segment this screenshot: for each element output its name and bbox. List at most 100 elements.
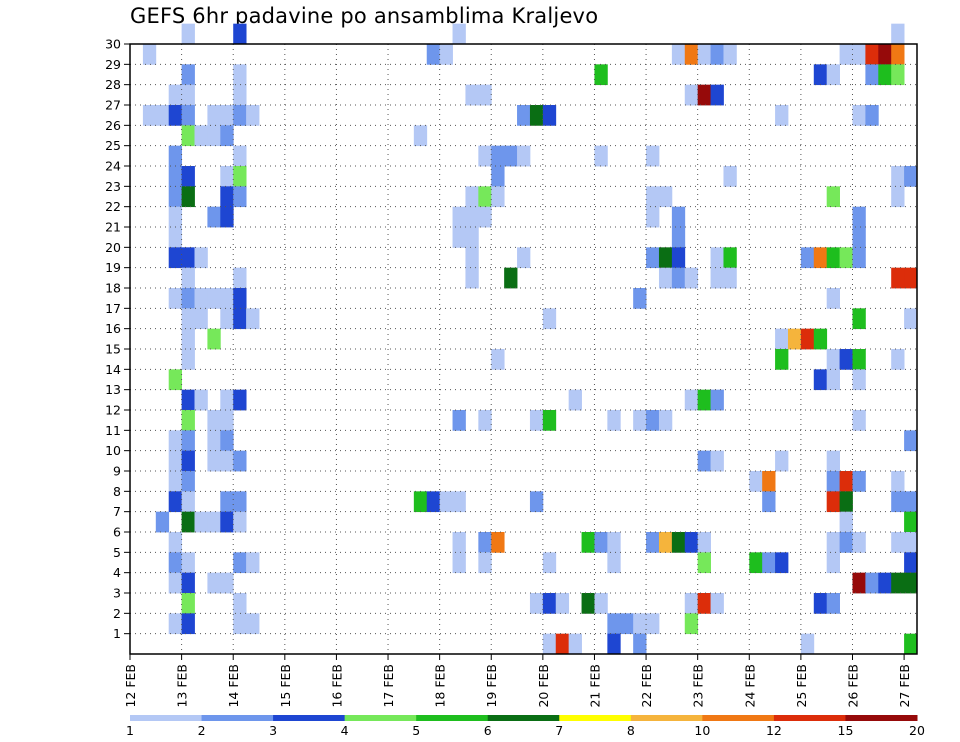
heatmap-cell bbox=[710, 593, 724, 614]
y-tick-label: 8 bbox=[113, 484, 121, 499]
heatmap-cell bbox=[878, 44, 892, 65]
heatmap-cell bbox=[697, 593, 711, 614]
y-tick-label: 18 bbox=[105, 281, 121, 296]
heatmap-cell bbox=[529, 105, 544, 126]
heatmap-cell bbox=[697, 532, 711, 553]
heatmap-cell bbox=[658, 532, 673, 553]
y-tick-label: 30 bbox=[105, 37, 121, 52]
heatmap-cell bbox=[246, 552, 260, 574]
heatmap-cell bbox=[426, 44, 441, 65]
heatmap-cell bbox=[220, 125, 234, 147]
heatmap-cell bbox=[607, 613, 621, 635]
colorbar-swatch bbox=[773, 715, 846, 721]
y-tick-label: 13 bbox=[105, 382, 121, 397]
heatmap-cell bbox=[697, 450, 711, 472]
heatmap-cell bbox=[529, 410, 544, 431]
heatmap-cell bbox=[646, 145, 660, 167]
heatmap-cell bbox=[220, 572, 234, 594]
heatmap-cell bbox=[207, 125, 221, 147]
heatmap-cell bbox=[542, 308, 557, 330]
heatmap-cell bbox=[646, 247, 660, 269]
heatmap-cell bbox=[813, 247, 828, 269]
heatmap-cell bbox=[465, 186, 479, 208]
heatmap-cell bbox=[646, 206, 660, 228]
heatmap-cell bbox=[723, 44, 737, 65]
heatmap-cell bbox=[181, 288, 195, 309]
heatmap-cell bbox=[826, 491, 840, 513]
y-tick-label: 16 bbox=[105, 321, 121, 336]
heatmap-cell bbox=[800, 328, 815, 350]
heatmap-cell bbox=[723, 166, 737, 187]
heatmap-cell bbox=[168, 288, 183, 309]
heatmap-cell bbox=[220, 105, 234, 126]
heatmap-cell bbox=[233, 84, 247, 106]
heatmap-cell bbox=[852, 227, 866, 248]
heatmap-cell bbox=[233, 450, 247, 472]
heatmap-cell bbox=[168, 471, 183, 492]
heatmap-cell bbox=[633, 613, 647, 635]
colorbar-label: 5 bbox=[412, 723, 420, 738]
heatmap-cell bbox=[646, 186, 660, 208]
heatmap-cell bbox=[852, 471, 866, 492]
heatmap-cell bbox=[181, 84, 195, 106]
heatmap-cell bbox=[852, 369, 866, 391]
heatmap-cell bbox=[710, 44, 724, 65]
x-tick-label: 14 FEB bbox=[226, 664, 241, 708]
heatmap-cell bbox=[220, 186, 234, 208]
colorbar-label: 8 bbox=[627, 723, 635, 738]
heatmap-cell bbox=[168, 430, 183, 452]
heatmap-cell bbox=[478, 186, 492, 208]
heatmap-cell bbox=[168, 450, 183, 472]
heatmap-cell bbox=[891, 572, 905, 594]
heatmap-cell bbox=[478, 532, 492, 553]
y-tick-label: 25 bbox=[105, 138, 121, 153]
heatmap-cell bbox=[839, 511, 853, 533]
heatmap-cell bbox=[723, 267, 737, 289]
heatmap-cell bbox=[181, 511, 195, 533]
heatmap-cell bbox=[529, 593, 544, 614]
heatmap-cell bbox=[207, 450, 221, 472]
heatmap-cell bbox=[762, 552, 776, 574]
heatmap-cell bbox=[904, 491, 918, 513]
heatmap-cell bbox=[168, 206, 183, 228]
y-tick-label: 23 bbox=[105, 179, 121, 194]
y-tick-label: 1 bbox=[113, 626, 121, 641]
y-tick-label: 24 bbox=[105, 159, 121, 174]
heatmap-cell bbox=[491, 166, 505, 187]
heatmap-cell bbox=[207, 328, 221, 350]
colorbar-swatch bbox=[201, 715, 274, 721]
heatmap-cell bbox=[594, 145, 608, 167]
heatmap-cell bbox=[233, 186, 247, 208]
heatmap-cell bbox=[891, 532, 905, 553]
y-tick-label: 10 bbox=[105, 443, 121, 458]
heatmap-cell bbox=[181, 64, 195, 86]
heatmap-cell bbox=[555, 593, 570, 614]
y-tick-label: 21 bbox=[105, 220, 121, 235]
heatmap-cell bbox=[233, 267, 247, 289]
heatmap-cell bbox=[891, 471, 905, 492]
heatmap-cell bbox=[865, 64, 879, 86]
heatmap-cell bbox=[181, 349, 195, 370]
heatmap-cell bbox=[168, 532, 183, 553]
heatmap-cell bbox=[826, 471, 840, 492]
heatmap-cell bbox=[478, 145, 492, 167]
heatmap-cell bbox=[233, 64, 247, 86]
heatmap-cell bbox=[671, 247, 686, 269]
heatmap-cell bbox=[452, 491, 466, 513]
heatmap-cell bbox=[452, 410, 466, 431]
heatmap-cell bbox=[852, 206, 866, 228]
heatmap-cell bbox=[633, 288, 647, 309]
y-tick-label: 2 bbox=[113, 606, 121, 621]
heatmap-cell bbox=[852, 349, 866, 370]
x-tick-label: 24 FEB bbox=[742, 664, 757, 708]
heatmap-cell bbox=[646, 613, 660, 635]
x-tick-label: 22 FEB bbox=[639, 664, 654, 708]
heatmap-cell bbox=[542, 552, 557, 574]
heatmap-cell bbox=[233, 166, 247, 187]
heatmap-cell bbox=[826, 247, 840, 269]
heatmap-cell bbox=[607, 410, 621, 431]
x-tick-label: 12 FEB bbox=[123, 664, 138, 708]
heatmap-cell bbox=[517, 145, 531, 167]
heatmap-cell bbox=[542, 410, 557, 431]
